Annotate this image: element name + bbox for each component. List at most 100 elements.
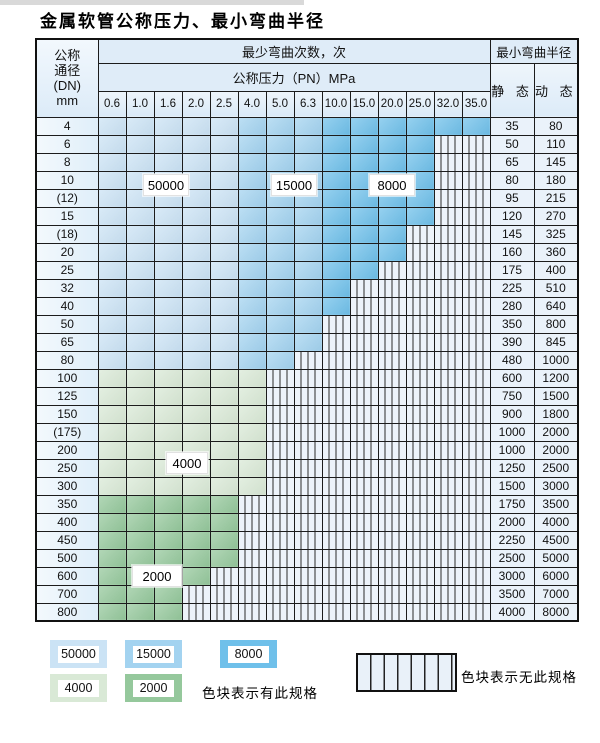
static-radius-cell: 95 bbox=[489, 188, 535, 208]
spec-available-cell bbox=[97, 530, 127, 550]
spec-available-cell bbox=[237, 476, 267, 496]
spec-unavailable-cell bbox=[405, 332, 435, 352]
spec-available-cell bbox=[181, 386, 211, 406]
spec-unavailable-cell bbox=[181, 602, 211, 622]
spec-available-cell bbox=[153, 602, 183, 622]
dynamic-radius-cell: 325 bbox=[533, 224, 579, 244]
dynamic-radius-cell: 400 bbox=[533, 260, 579, 280]
spec-unavailable-cell bbox=[433, 404, 463, 424]
static-radius-cell: 600 bbox=[489, 368, 535, 388]
spec-available-cell bbox=[377, 206, 407, 226]
spec-unavailable-cell bbox=[377, 404, 407, 424]
spec-unavailable-cell bbox=[433, 350, 463, 370]
spec-available-cell bbox=[153, 224, 183, 244]
spec-unavailable-cell bbox=[293, 512, 323, 532]
spec-available-cell bbox=[181, 332, 211, 352]
spec-available-cell bbox=[97, 566, 127, 586]
spec-available-cell bbox=[181, 368, 211, 388]
spec-available-cell bbox=[349, 116, 379, 136]
spec-unavailable-cell bbox=[461, 566, 491, 586]
spec-unavailable-cell bbox=[349, 314, 379, 334]
spec-unavailable-cell bbox=[349, 350, 379, 370]
spec-available-cell bbox=[125, 386, 155, 406]
spec-unavailable-cell bbox=[293, 458, 323, 478]
spec-available-cell bbox=[97, 440, 127, 460]
spec-unavailable-cell bbox=[321, 512, 351, 532]
spec-unavailable-cell bbox=[377, 260, 407, 280]
spec-available-cell bbox=[321, 278, 351, 298]
table-row: 200 1000 2000 bbox=[35, 440, 579, 460]
static-radius-cell: 900 bbox=[489, 404, 535, 424]
spec-unavailable-cell bbox=[265, 404, 295, 424]
spec-available-cell bbox=[97, 512, 127, 532]
spec-unavailable-cell bbox=[321, 494, 351, 514]
spec-available-cell bbox=[237, 332, 267, 352]
nominal-pressure-header: 公称压力（PN）MPa bbox=[97, 62, 491, 92]
dn-cell: 450 bbox=[35, 530, 99, 550]
static-radius-cell: 3000 bbox=[489, 566, 535, 586]
spec-unavailable-cell bbox=[461, 584, 491, 604]
dynamic-radius-cell: 8000 bbox=[533, 602, 579, 622]
spec-unavailable-cell bbox=[265, 512, 295, 532]
spec-available-cell bbox=[265, 116, 295, 136]
spec-unavailable-cell bbox=[293, 476, 323, 496]
zone-label-50000: 50000 bbox=[143, 174, 189, 196]
spec-available-cell bbox=[97, 494, 127, 514]
spec-unavailable-cell bbox=[237, 530, 267, 550]
spec-available-cell bbox=[97, 404, 127, 424]
spec-unavailable-cell bbox=[405, 494, 435, 514]
spec-available-cell bbox=[97, 296, 127, 316]
spec-available-cell bbox=[181, 548, 211, 568]
dn-cell: 125 bbox=[35, 386, 99, 406]
spec-available-cell bbox=[125, 458, 155, 478]
spec-available-cell bbox=[181, 260, 211, 280]
table-row: 100 600 1200 bbox=[35, 368, 579, 388]
spec-unavailable-cell bbox=[433, 566, 463, 586]
spec-unavailable-cell bbox=[461, 224, 491, 244]
spec-unavailable-cell bbox=[265, 476, 295, 496]
spec-unavailable-cell bbox=[461, 548, 491, 568]
spec-unavailable-cell bbox=[433, 296, 463, 316]
spec-available-cell bbox=[181, 116, 211, 136]
spec-unavailable-cell bbox=[461, 206, 491, 226]
spec-unavailable-cell bbox=[405, 386, 435, 406]
spec-unavailable-cell bbox=[433, 476, 463, 496]
spec-available-cell bbox=[97, 170, 127, 190]
spec-unavailable-cell bbox=[433, 368, 463, 388]
spec-available-cell bbox=[153, 512, 183, 532]
spec-unavailable-cell bbox=[293, 350, 323, 370]
spec-unavailable-cell bbox=[265, 368, 295, 388]
spec-available-cell bbox=[237, 134, 267, 154]
spec-available-cell bbox=[237, 260, 267, 280]
spec-available-cell bbox=[293, 242, 323, 262]
spec-available-cell bbox=[209, 314, 239, 334]
dynamic-radius-cell: 1500 bbox=[533, 386, 579, 406]
spec-unavailable-cell bbox=[377, 332, 407, 352]
spec-unavailable-cell bbox=[377, 386, 407, 406]
dn-cell: 32 bbox=[35, 278, 99, 298]
spec-available-cell bbox=[181, 422, 211, 442]
pn-column-header: 35.0 bbox=[461, 90, 491, 118]
static-radius-cell: 3500 bbox=[489, 584, 535, 604]
spec-available-cell bbox=[265, 350, 295, 370]
table-row: 80 480 1000 bbox=[35, 350, 579, 370]
legend-value-4000: 4000 bbox=[58, 679, 99, 697]
spec-available-cell bbox=[321, 296, 351, 316]
pn-column-header: 10.0 bbox=[321, 90, 351, 118]
spec-available-cell bbox=[209, 332, 239, 352]
table-row: 300 1500 3000 bbox=[35, 476, 579, 496]
spec-available-cell bbox=[209, 296, 239, 316]
spec-available-cell bbox=[405, 134, 435, 154]
spec-available-cell bbox=[209, 548, 239, 568]
spec-unavailable-cell bbox=[349, 386, 379, 406]
spec-unavailable-cell bbox=[349, 602, 379, 622]
spec-available-cell bbox=[153, 278, 183, 298]
spec-unavailable-cell bbox=[405, 566, 435, 586]
legend-value-2000: 2000 bbox=[133, 679, 174, 697]
spec-available-cell bbox=[181, 494, 211, 514]
spec-available-cell bbox=[125, 494, 155, 514]
spec-available-cell bbox=[293, 224, 323, 244]
spec-available-cell bbox=[209, 170, 239, 190]
spec-unavailable-cell bbox=[461, 332, 491, 352]
spec-available-cell bbox=[209, 278, 239, 298]
